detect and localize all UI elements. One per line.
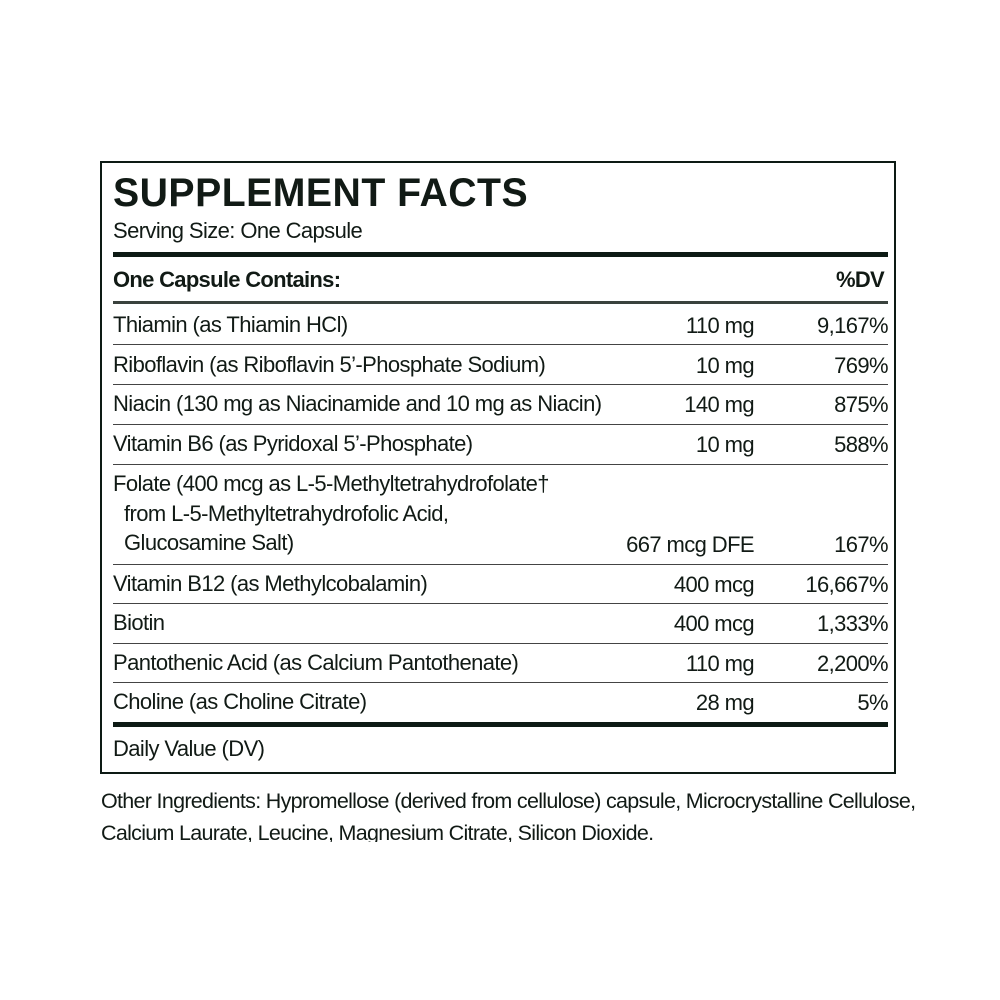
row-divider (113, 464, 888, 465)
table-row: Thiamin (as Thiamin HCl) 110 mg 9,167% (113, 310, 889, 340)
nutrient-amount: 110 mg (685, 650, 755, 676)
nutrient-name: Biotin (113, 610, 165, 635)
nutrient-dv: 875% (834, 391, 888, 417)
nutrient-name: Thiamin (as Thiamin HCl) (113, 312, 348, 337)
nutrient-amount: 10 mg (695, 352, 755, 378)
row-divider (113, 682, 888, 683)
divider-header (113, 301, 888, 304)
header-contains: One Capsule Contains: (113, 267, 341, 292)
other-ingredients: Other Ingredients: Hypromellose (derived… (101, 789, 916, 842)
nutrient-dv: 769% (834, 352, 888, 378)
nutrient-name: Pantothenic Acid (as Calcium Pantothenat… (113, 650, 519, 675)
nutrient-dv: 2,200% (816, 650, 889, 676)
row-divider (113, 344, 888, 345)
row-divider (113, 564, 888, 565)
serving-size: Serving Size: One Capsule (113, 218, 363, 243)
panel-title: SUPPLEMENT FACTS (113, 171, 529, 215)
nutrient-dv: 588% (834, 431, 888, 457)
table-row: Riboflavin (as Riboflavin 5’-Phosphate S… (113, 350, 889, 380)
table-row: Vitamin B6 (as Pyridoxal 5’-Phosphate) 10… (113, 429, 889, 459)
row-divider (113, 384, 888, 385)
nutrient-dv: 9,167% (816, 312, 889, 338)
nutrient-name: Riboflavin (as Riboflavin 5’-Phosphate S… (113, 352, 546, 377)
nutrient-amount: 110 mg (685, 312, 755, 338)
divider-thick-bottom (113, 722, 888, 727)
table-row: Choline (as Choline Citrate) 28 mg 5% (113, 687, 889, 717)
row-divider (113, 643, 888, 644)
nutrient-name: Folate (400 mcg as L-5-Methyltetrahydrof… (113, 471, 549, 555)
nutrient-name: Vitamin B12 (as Methylcobalamin) (113, 571, 428, 596)
nutrient-dv: 1,333% (816, 610, 889, 636)
header-dv: %DV (835, 267, 885, 292)
nutrient-amount: 28 mg (695, 689, 755, 715)
supplement-facts-panel: SUPPLEMENT FACTS Serving Size: One Capsu… (100, 161, 896, 774)
row-divider (113, 424, 888, 425)
nutrient-dv: 5% (857, 689, 888, 715)
table-row: Pantothenic Acid (as Calcium Pantothenat… (113, 648, 889, 678)
nutrient-amount: 140 mg (684, 391, 754, 417)
nutrient-amount: 400 mcg (673, 610, 755, 636)
daily-value-note: Daily Value (DV) (113, 736, 265, 761)
table-row: Biotin 400 mcg 1,333% (113, 608, 889, 638)
table-row: Niacin (130 mg as Niacinamide and 10 mg … (113, 389, 889, 419)
table-row: Folate (400 mcg as L-5-Methyltetrahydrof… (113, 469, 889, 559)
row-divider (113, 603, 888, 604)
table-row: Vitamin B12 (as Methylcobalamin) 400 mcg 1… (113, 569, 889, 599)
nutrient-name: Choline (as Choline Citrate) (113, 689, 367, 714)
nutrient-dv: 16,667% (805, 571, 888, 597)
nutrient-dv: 167% (834, 531, 888, 557)
nutrient-name: Niacin (130 mg as Niacinamide and 10 mg … (113, 391, 602, 416)
table-header: One Capsule Contains: %DV (113, 267, 888, 295)
nutrient-amount: 667 mcg DFE (626, 531, 755, 557)
nutrient-amount: 400 mcg (673, 571, 755, 597)
divider-thick (113, 252, 888, 257)
nutrient-name: Vitamin B6 (as Pyridoxal 5’-Phosphate) (113, 431, 473, 456)
nutrient-amount: 10 mg (695, 431, 755, 457)
